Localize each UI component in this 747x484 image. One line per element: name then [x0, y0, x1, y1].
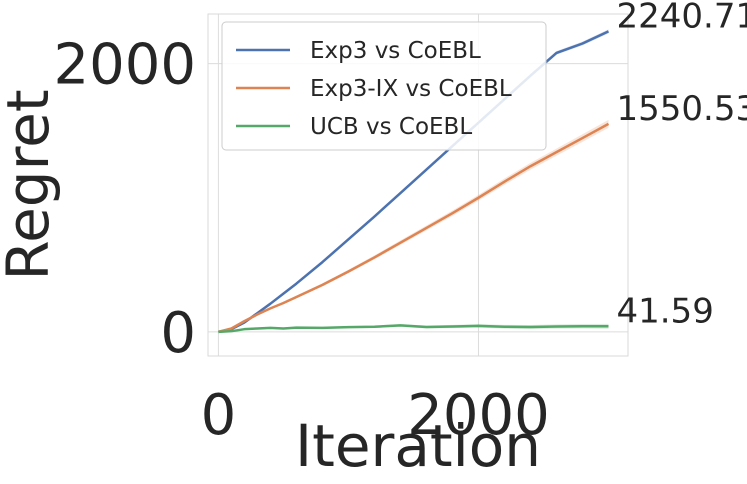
- y-tick-label-0: 0: [160, 301, 196, 366]
- end-label-series-1: 1550.53: [616, 89, 747, 129]
- end-label-series-2: 41.59: [616, 291, 713, 331]
- line-series-2: [218, 324, 609, 334]
- x-tick-label-1: 2000: [407, 383, 550, 448]
- x-axis-title: Iteration: [295, 412, 541, 480]
- plot-frame: [207, 13, 629, 357]
- y-axis-title: Regret: [0, 89, 62, 280]
- legend-box: [221, 21, 547, 151]
- legend-label-1: Exp3-IX vs CoEBL: [310, 76, 512, 102]
- x-tick-label-0: 0: [201, 383, 237, 448]
- line-series-1: [218, 122, 610, 334]
- x-tick-labels: 0 2000: [201, 383, 550, 448]
- legend: Exp3 vs CoEBL Exp3-IX vs CoEBL UCB vs CoEB…: [221, 21, 547, 151]
- end-label-series-0: 2240.71: [616, 0, 747, 36]
- legend-label-0: Exp3 vs CoEBL: [310, 38, 481, 64]
- y-tick-label-1: 2000: [53, 33, 196, 98]
- legend-label-2: UCB vs CoEBL: [310, 114, 472, 140]
- end-value-labels: 2240.71 1550.53 41.59: [616, 0, 747, 331]
- y-tick-labels: 0 2000: [53, 33, 196, 366]
